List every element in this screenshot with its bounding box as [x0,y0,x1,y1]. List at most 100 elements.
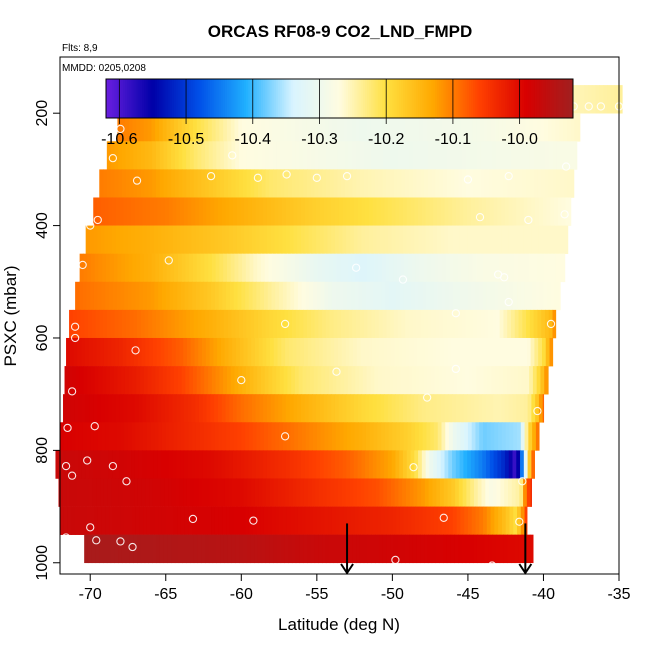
heatmap-cell [411,506,416,535]
heatmap-cell [257,253,262,283]
heatmap-cell [267,506,273,535]
heatmap-cell [191,450,196,479]
colorbar-segment [509,79,512,118]
heatmap-cell [180,281,186,311]
heatmap-cell [338,450,344,479]
heatmap-cell [240,225,245,254]
heatmap-cell [477,337,483,367]
heatmap-cell [218,422,224,451]
heatmap-cell [283,113,288,142]
colorbar-segment [369,79,372,118]
heatmap-cell [442,141,448,170]
heatmap-cell [303,169,308,198]
heatmap-cell [391,197,396,226]
heatmap-cell [174,366,179,395]
colorbar-segment [507,79,510,118]
heatmap-cell [168,337,173,367]
heatmap-cell [297,422,303,451]
heatmap-cell [105,422,110,451]
heatmap-cell [214,506,220,535]
heatmap-cell [525,253,530,283]
heatmap-cell [452,394,457,423]
sample-point [596,102,606,111]
heatmap-cell [86,281,91,311]
heatmap-cell [344,253,349,283]
y-tick-label: 400 [34,212,51,239]
heatmap-cell [129,534,134,564]
heatmap-cell [320,281,325,311]
heatmap-cell [329,141,335,170]
heatmap-cell [305,281,310,311]
heatmap-cell [486,225,491,254]
heatmap-cell [439,337,445,367]
heatmap-cell [201,309,206,339]
heatmap-cell [153,197,159,226]
heatmap-cell [201,169,206,198]
heatmap-cell [476,141,482,170]
heatmap-cell [410,450,415,479]
heatmap-cell [547,253,553,283]
heatmap-cell [444,225,449,254]
heatmap-cell [514,534,520,564]
heatmap-cell [209,478,214,507]
heatmap-cell [509,422,514,451]
heatmap-cell [185,113,190,142]
heatmap-cell [184,422,190,451]
heatmap-cell [418,197,423,226]
heatmap-cell [154,422,159,451]
heatmap-cell [287,253,292,283]
colorbar-segment [280,79,283,118]
heatmap-cell [218,281,224,311]
heatmap-cell [92,478,97,507]
colorbar-segment [502,79,506,118]
colorbar-segment [352,79,355,118]
colorbar-segment [519,79,523,118]
heatmap-cell [119,225,125,254]
heatmap-cell [300,337,305,367]
heatmap-cell [572,85,578,114]
heatmap-cell [331,506,337,535]
heatmap-cell [241,506,246,535]
heatmap-cell [208,113,213,142]
heatmap-cell [293,450,298,479]
heatmap-cell [245,366,251,395]
heatmap-cell [163,534,168,564]
heatmap-cell [280,169,285,198]
heatmap-cell [178,141,183,170]
heatmap-cell [455,197,461,226]
heatmap-cell [279,253,285,283]
heatmap-cell [461,113,466,142]
heatmap-cell [470,337,475,367]
heatmap-cell [506,366,511,395]
heatmap-cell [317,366,322,395]
heatmap-cell [535,394,540,423]
heatmap-cell [563,113,568,142]
heatmap-cell [313,253,319,283]
heatmap-cell [426,281,431,311]
heatmap-cell [391,394,396,423]
heatmap-cell [423,253,428,283]
heatmap-cell [362,422,367,451]
heatmap-cell [530,478,532,507]
heatmap-cell [198,478,203,507]
heatmap-cell [432,337,437,367]
heatmap-cell [163,169,168,198]
heatmap-cell [416,309,421,339]
heatmap-cell [375,141,380,170]
heatmap-cell [347,366,353,395]
colorbar-segment [106,79,109,118]
heatmap-cell [193,309,199,339]
heatmap-cell [196,253,202,283]
heatmap-cell [256,281,261,311]
heatmap-cell [149,197,155,226]
heatmap-cell [501,506,507,535]
heatmap-cell [412,113,417,142]
heatmap-cell [390,337,396,367]
colorbar-segment [148,79,152,118]
heatmap-cell [433,197,438,226]
heatmap-cell [328,366,334,395]
heatmap-cell [221,225,227,254]
heatmap-cell [275,506,280,535]
heatmap-cell [376,225,381,254]
heatmap-cell [157,450,162,479]
